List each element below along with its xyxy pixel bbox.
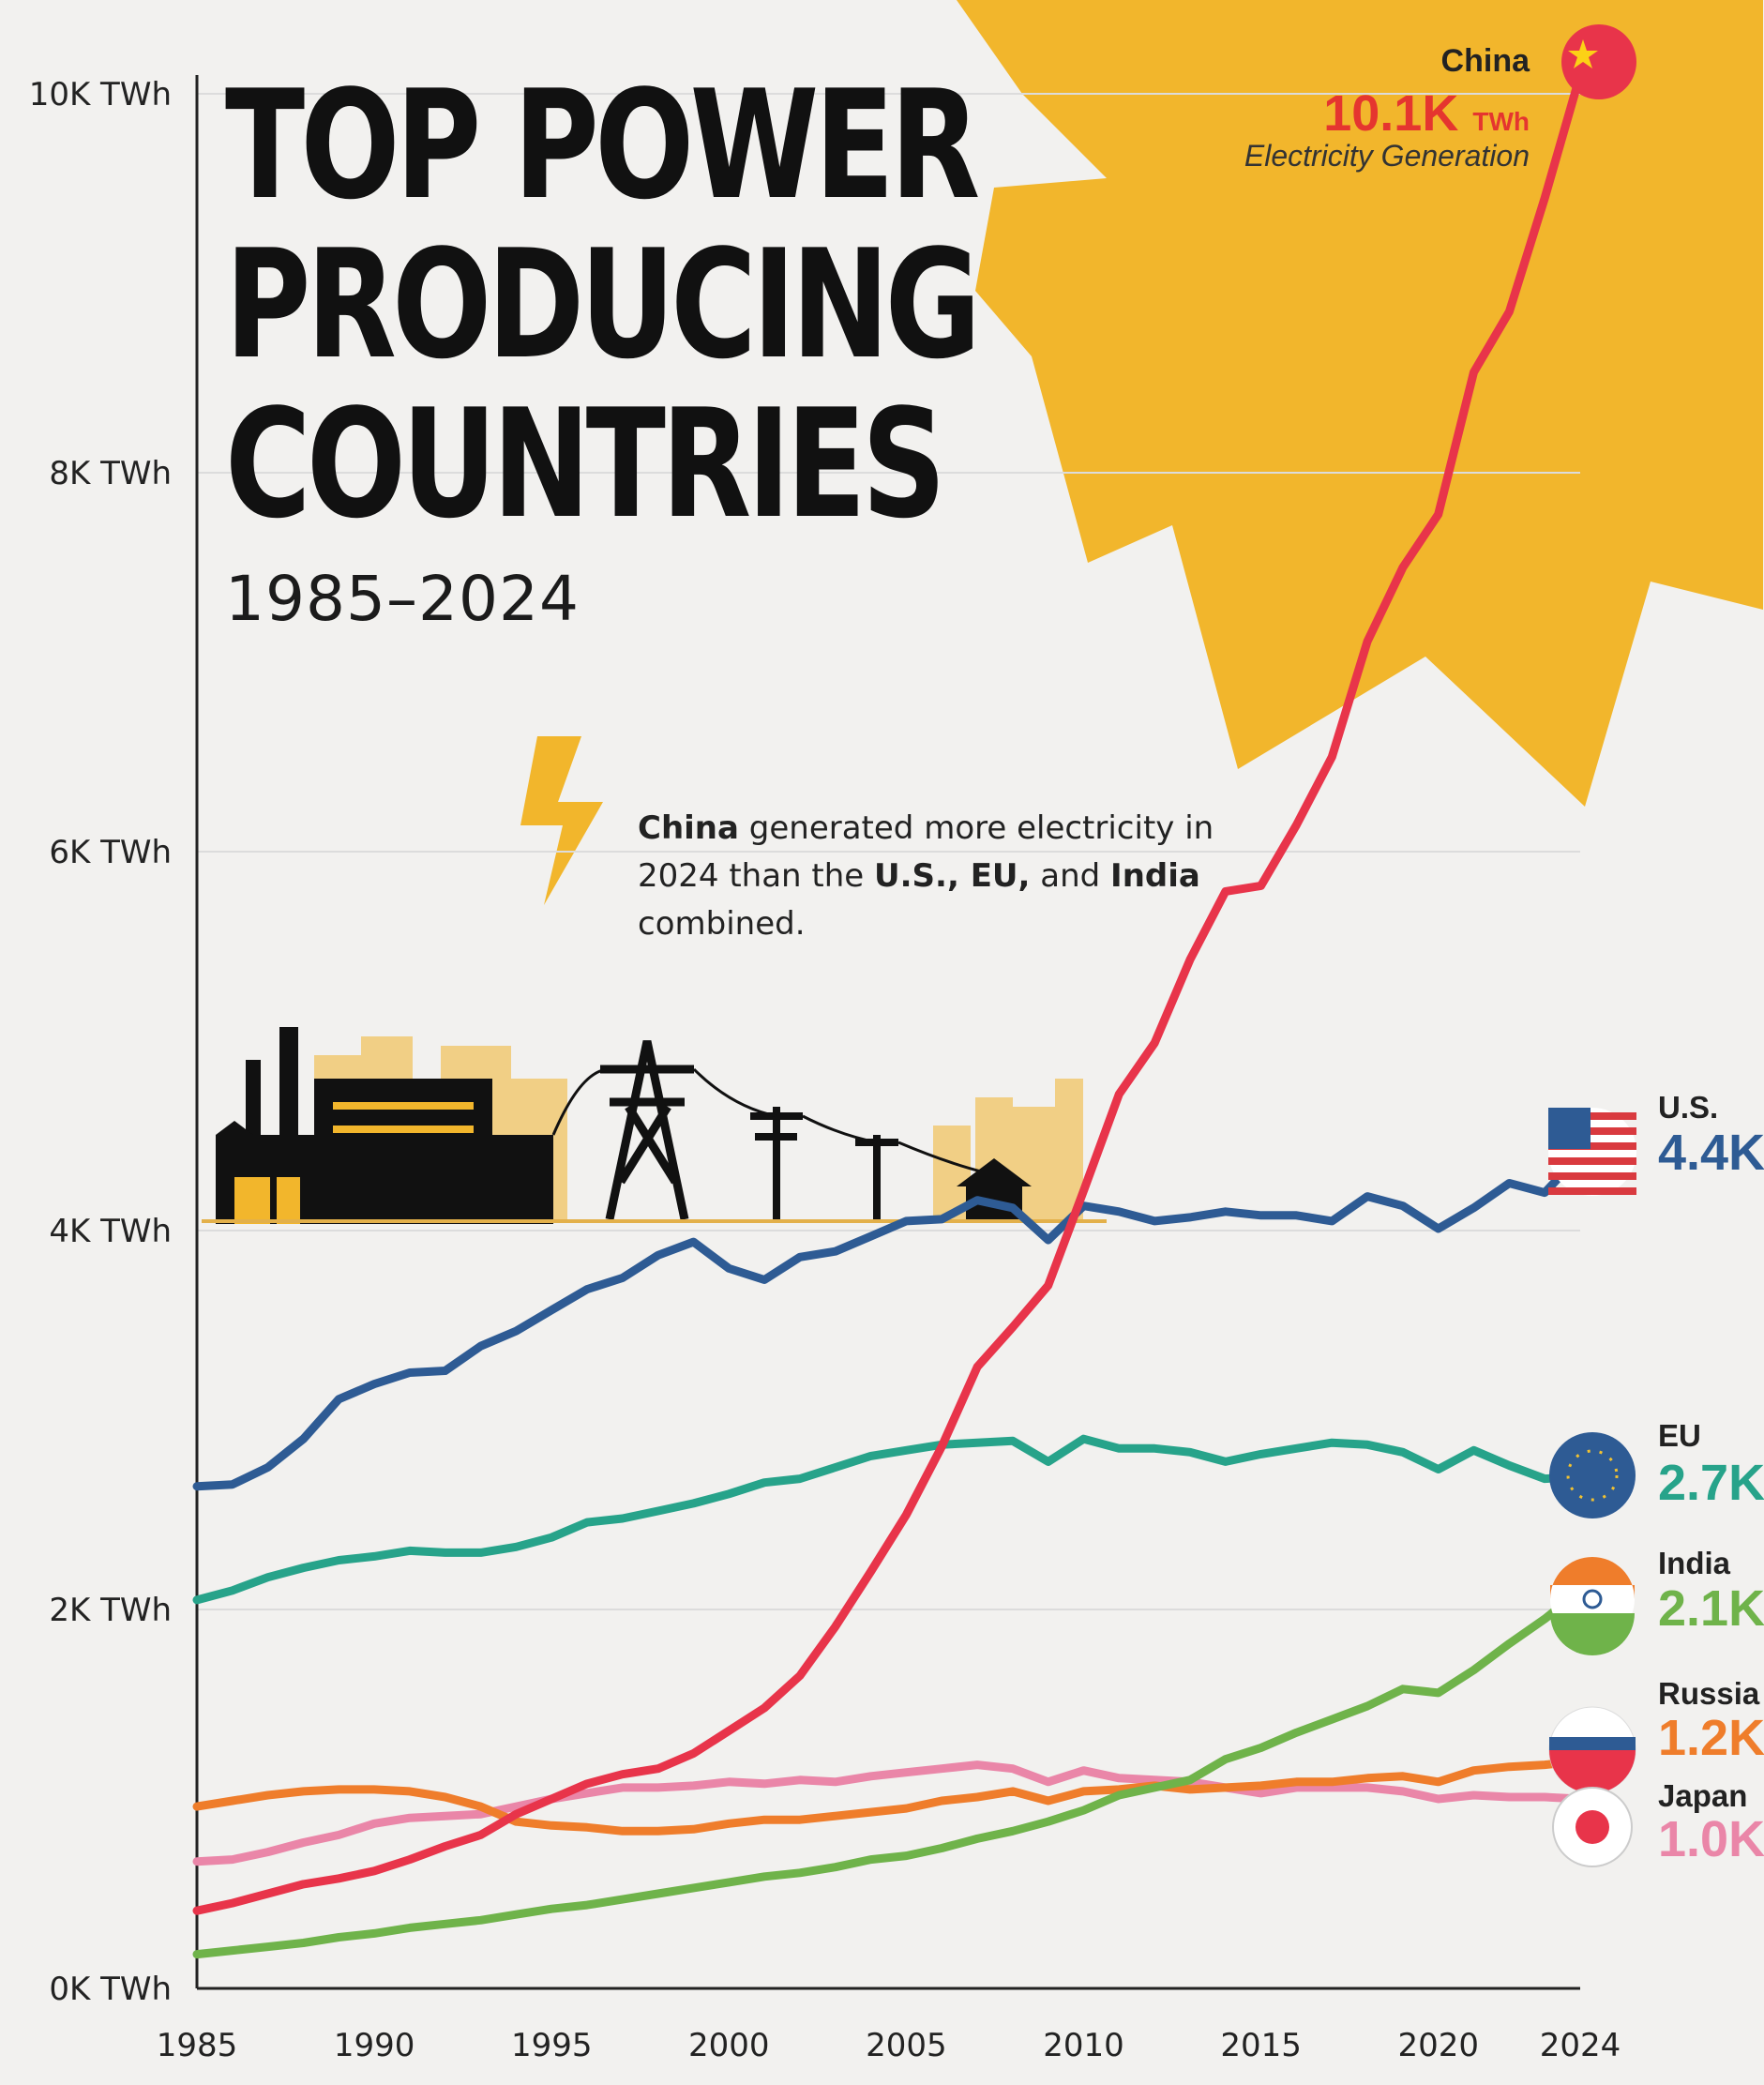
china-value: 10.1K [1323,85,1459,142]
x-tick-label: 2024 [1540,2027,1621,2064]
callout-bold-1: China [638,809,739,847]
flag-icons [1548,24,1636,1867]
grid-lines [197,93,1580,1610]
title-line-1: TOP POWER [225,57,980,233]
x-tick-label: 1985 [157,2027,238,2064]
series-line-eu [192,1434,1585,1605]
y-tick-label: 2K TWh [49,1592,172,1629]
eu-flag-icon [1549,1432,1636,1518]
china-unit: TWh [1472,107,1530,136]
title-block: TOP POWER PRODUCING COUNTRIES 1985–2024 [225,57,1188,636]
y-tick-label: 10K TWh [29,76,172,113]
power-pylon-icon [600,1040,694,1220]
x-tick-label: 1990 [334,2027,415,2064]
y-tick-label: 4K TWh [49,1213,172,1250]
subtitle: 1985–2024 [225,563,580,635]
lightning-bolt-icon [520,736,603,905]
russia-label-name: Russia [1658,1676,1760,1711]
series-line-china [192,70,1585,1915]
sun-burst-icon [957,0,1763,807]
series-line-russia [192,1757,1585,1836]
y-axis: 0K TWh 2K TWh 4K TWh 6K TWh 8K TWh 10K TWh [29,75,199,2008]
title-line-2: PRODUCING [225,217,981,392]
japan-flag-icon [1552,1787,1633,1867]
us-label-value: 4.4K [1658,1125,1764,1181]
callout-bold-3: India [1110,857,1200,895]
y-tick-label: 0K TWh [49,1971,172,2008]
china-flag-icon [1561,24,1636,99]
callout-text-3: combined. [638,905,806,943]
callout-text: China generated more electricity in 2024… [638,805,1238,948]
x-tick-label: 2010 [1043,2027,1124,2064]
utility-pole-icon [750,1107,898,1219]
japan-label-name: Japan [1658,1778,1748,1813]
x-tick-label: 2000 [688,2027,770,2064]
china-label-value: 10.1K TWh [1323,84,1530,143]
us-label-name: U.S. [1658,1090,1719,1125]
series-lines [192,70,1585,1959]
y-tick-label: 8K TWh [49,455,172,492]
callout-text-1: generated more electricity in 2024 than … [638,809,1214,895]
india-label-value: 2.1K [1658,1580,1764,1637]
india-flag-icon [1550,1557,1635,1655]
x-tick-label: 2020 [1397,2027,1479,2064]
russia-flag-icon [1548,1706,1636,1794]
x-tick-label: 1995 [511,2027,593,2064]
russia-label-value: 1.2K [1658,1710,1764,1766]
skyline-scene [202,1027,1107,1224]
japan-label-value: 1.0K [1658,1811,1764,1867]
x-tick-label: 2005 [866,2027,947,2064]
series-line-us [192,1150,1585,1491]
x-tick-label: 2015 [1220,2027,1302,2064]
series-line-india [192,1586,1585,1959]
callout-bold-2: U.S., EU, [874,857,1031,895]
power-wire [551,1067,986,1174]
series-line-japan [192,1760,1585,1866]
title-line-3: COUNTRIES [225,376,946,551]
x-axis: 1985 1990 1995 2000 2005 2010 2015 2020 2024 [157,1987,1621,2064]
y-tick-label: 6K TWh [49,834,172,871]
india-label-name: India [1658,1546,1731,1580]
eu-label-name: EU [1658,1418,1701,1453]
china-label-note: Electricity Generation [1244,139,1530,173]
us-flag-icon [1548,1108,1636,1196]
eu-label-value: 2.7K [1658,1455,1764,1511]
china-label-name: China [1440,43,1530,79]
factory-icon [216,1027,553,1224]
callout-text-2: and [1030,857,1111,895]
